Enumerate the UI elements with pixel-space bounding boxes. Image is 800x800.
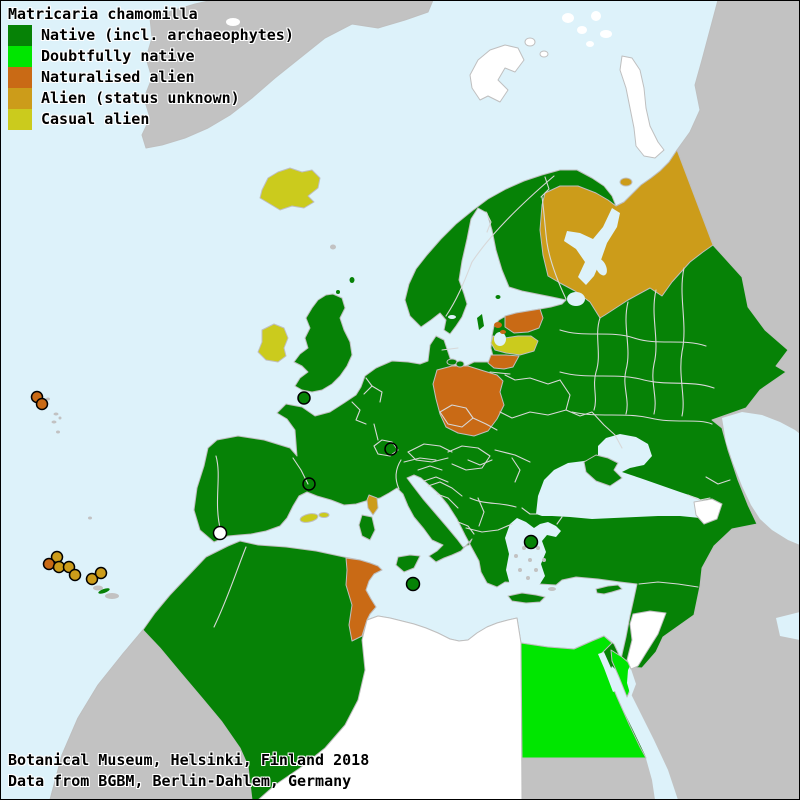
region-armenia (693, 498, 723, 525)
islands-macaronesia-gray (46, 397, 119, 599)
region-sardinia (358, 514, 376, 541)
lake-ladoga (567, 292, 585, 306)
marker-channel-islands (297, 391, 311, 405)
region-franz-josef-land (562, 11, 612, 47)
marker-malta (405, 576, 421, 592)
marker-canary-5 (68, 568, 82, 582)
marker-liechtenstein (384, 442, 398, 456)
region-sudan-gray (520, 758, 655, 800)
island-aland (495, 295, 501, 299)
legend-item-alien-status-unknown: Alien (status unknown) (8, 88, 294, 109)
island-canary-green (98, 588, 110, 594)
marker-azores-2 (35, 397, 49, 411)
region-libya (257, 615, 523, 800)
gulf-of-aqaba (627, 666, 636, 697)
island-kolguyev (619, 177, 633, 187)
region-novaya-zemlya (619, 55, 665, 159)
region-menorca (318, 512, 330, 518)
region-jordan (626, 610, 667, 670)
legend-item-doubtfully-native: Doubtfully native (8, 46, 294, 67)
black-sea (536, 434, 712, 519)
region-iceland (259, 167, 321, 211)
legend-label-naturalised-alien: Naturalised alien (41, 68, 195, 86)
island-zealand (446, 358, 458, 366)
marker-mount-athos (523, 534, 539, 550)
legend-swatch-native (8, 25, 32, 46)
legend-swatch-naturalised-alien (8, 67, 32, 88)
legend: Native (incl. archaeophytes) Doubtfully … (8, 25, 294, 130)
gulf-of-suez (598, 652, 618, 692)
white-sea (564, 208, 620, 285)
island-shetland (349, 277, 355, 283)
island-gotland (477, 314, 484, 330)
island-hiiumaa (500, 330, 506, 334)
legend-label-casual-alien: Casual alien (41, 110, 150, 128)
map-title: Matricaria chamomilla (8, 5, 198, 23)
legend-label-alien-status-unknown: Alien (status unknown) (41, 89, 240, 107)
legend-swatch-casual-alien (8, 109, 32, 130)
region-west-sahara-gray (49, 629, 253, 800)
legend-swatch-doubtfully-native (8, 46, 32, 67)
lake-onega (595, 258, 607, 276)
occurrence-markers (30, 390, 539, 592)
region-greenland (141, 0, 434, 149)
region-cyprus (595, 584, 623, 595)
persian-gulf (776, 612, 800, 640)
aegean-islands (514, 546, 556, 591)
legend-item-native: Native (incl. archaeophytes) (8, 25, 294, 46)
legend-label-doubtfully-native: Doubtfully native (41, 47, 195, 65)
region-lithuania (487, 354, 520, 370)
marker-andorra (302, 477, 316, 491)
marker-canary-7 (94, 566, 108, 580)
region-svalbard (469, 37, 549, 103)
marker-canary-6 (85, 572, 99, 586)
island-orkney (336, 290, 340, 294)
attribution-line-1: Botanical Museum, Helsinki, Finland 2018 (8, 751, 370, 769)
island-saaremaa (494, 322, 502, 328)
region-ireland (257, 323, 289, 363)
marker-gibraltar (212, 525, 228, 541)
region-poland (432, 365, 505, 437)
red-sea (608, 666, 678, 800)
map-attribution: Botanical Museum, Helsinki, Finland 2018… (8, 750, 369, 792)
gulf-of-riga (494, 332, 506, 346)
region-crete (507, 592, 546, 604)
region-tunisia (345, 557, 383, 642)
legend-item-casual-alien: Casual alien (8, 109, 294, 130)
region-great-britain (293, 293, 353, 393)
island-funen (455, 360, 465, 368)
legend-label-native: Native (incl. archaeophytes) (41, 26, 294, 44)
attribution-line-2: Data from BGBM, Berlin-Dahlem, Germany (8, 772, 352, 790)
country-borders (213, 175, 731, 628)
region-sicily (395, 554, 421, 573)
caspian-sea (722, 412, 800, 545)
region-mallorca (299, 513, 319, 523)
island-faroe (330, 244, 336, 250)
lake-vanern (448, 315, 456, 319)
legend-item-naturalised-alien: Naturalised alien (8, 67, 294, 88)
region-corsica (366, 494, 379, 516)
region-estonia (504, 308, 544, 334)
region-crimea (583, 454, 623, 487)
legend-swatch-alien-status-unknown (8, 88, 32, 109)
